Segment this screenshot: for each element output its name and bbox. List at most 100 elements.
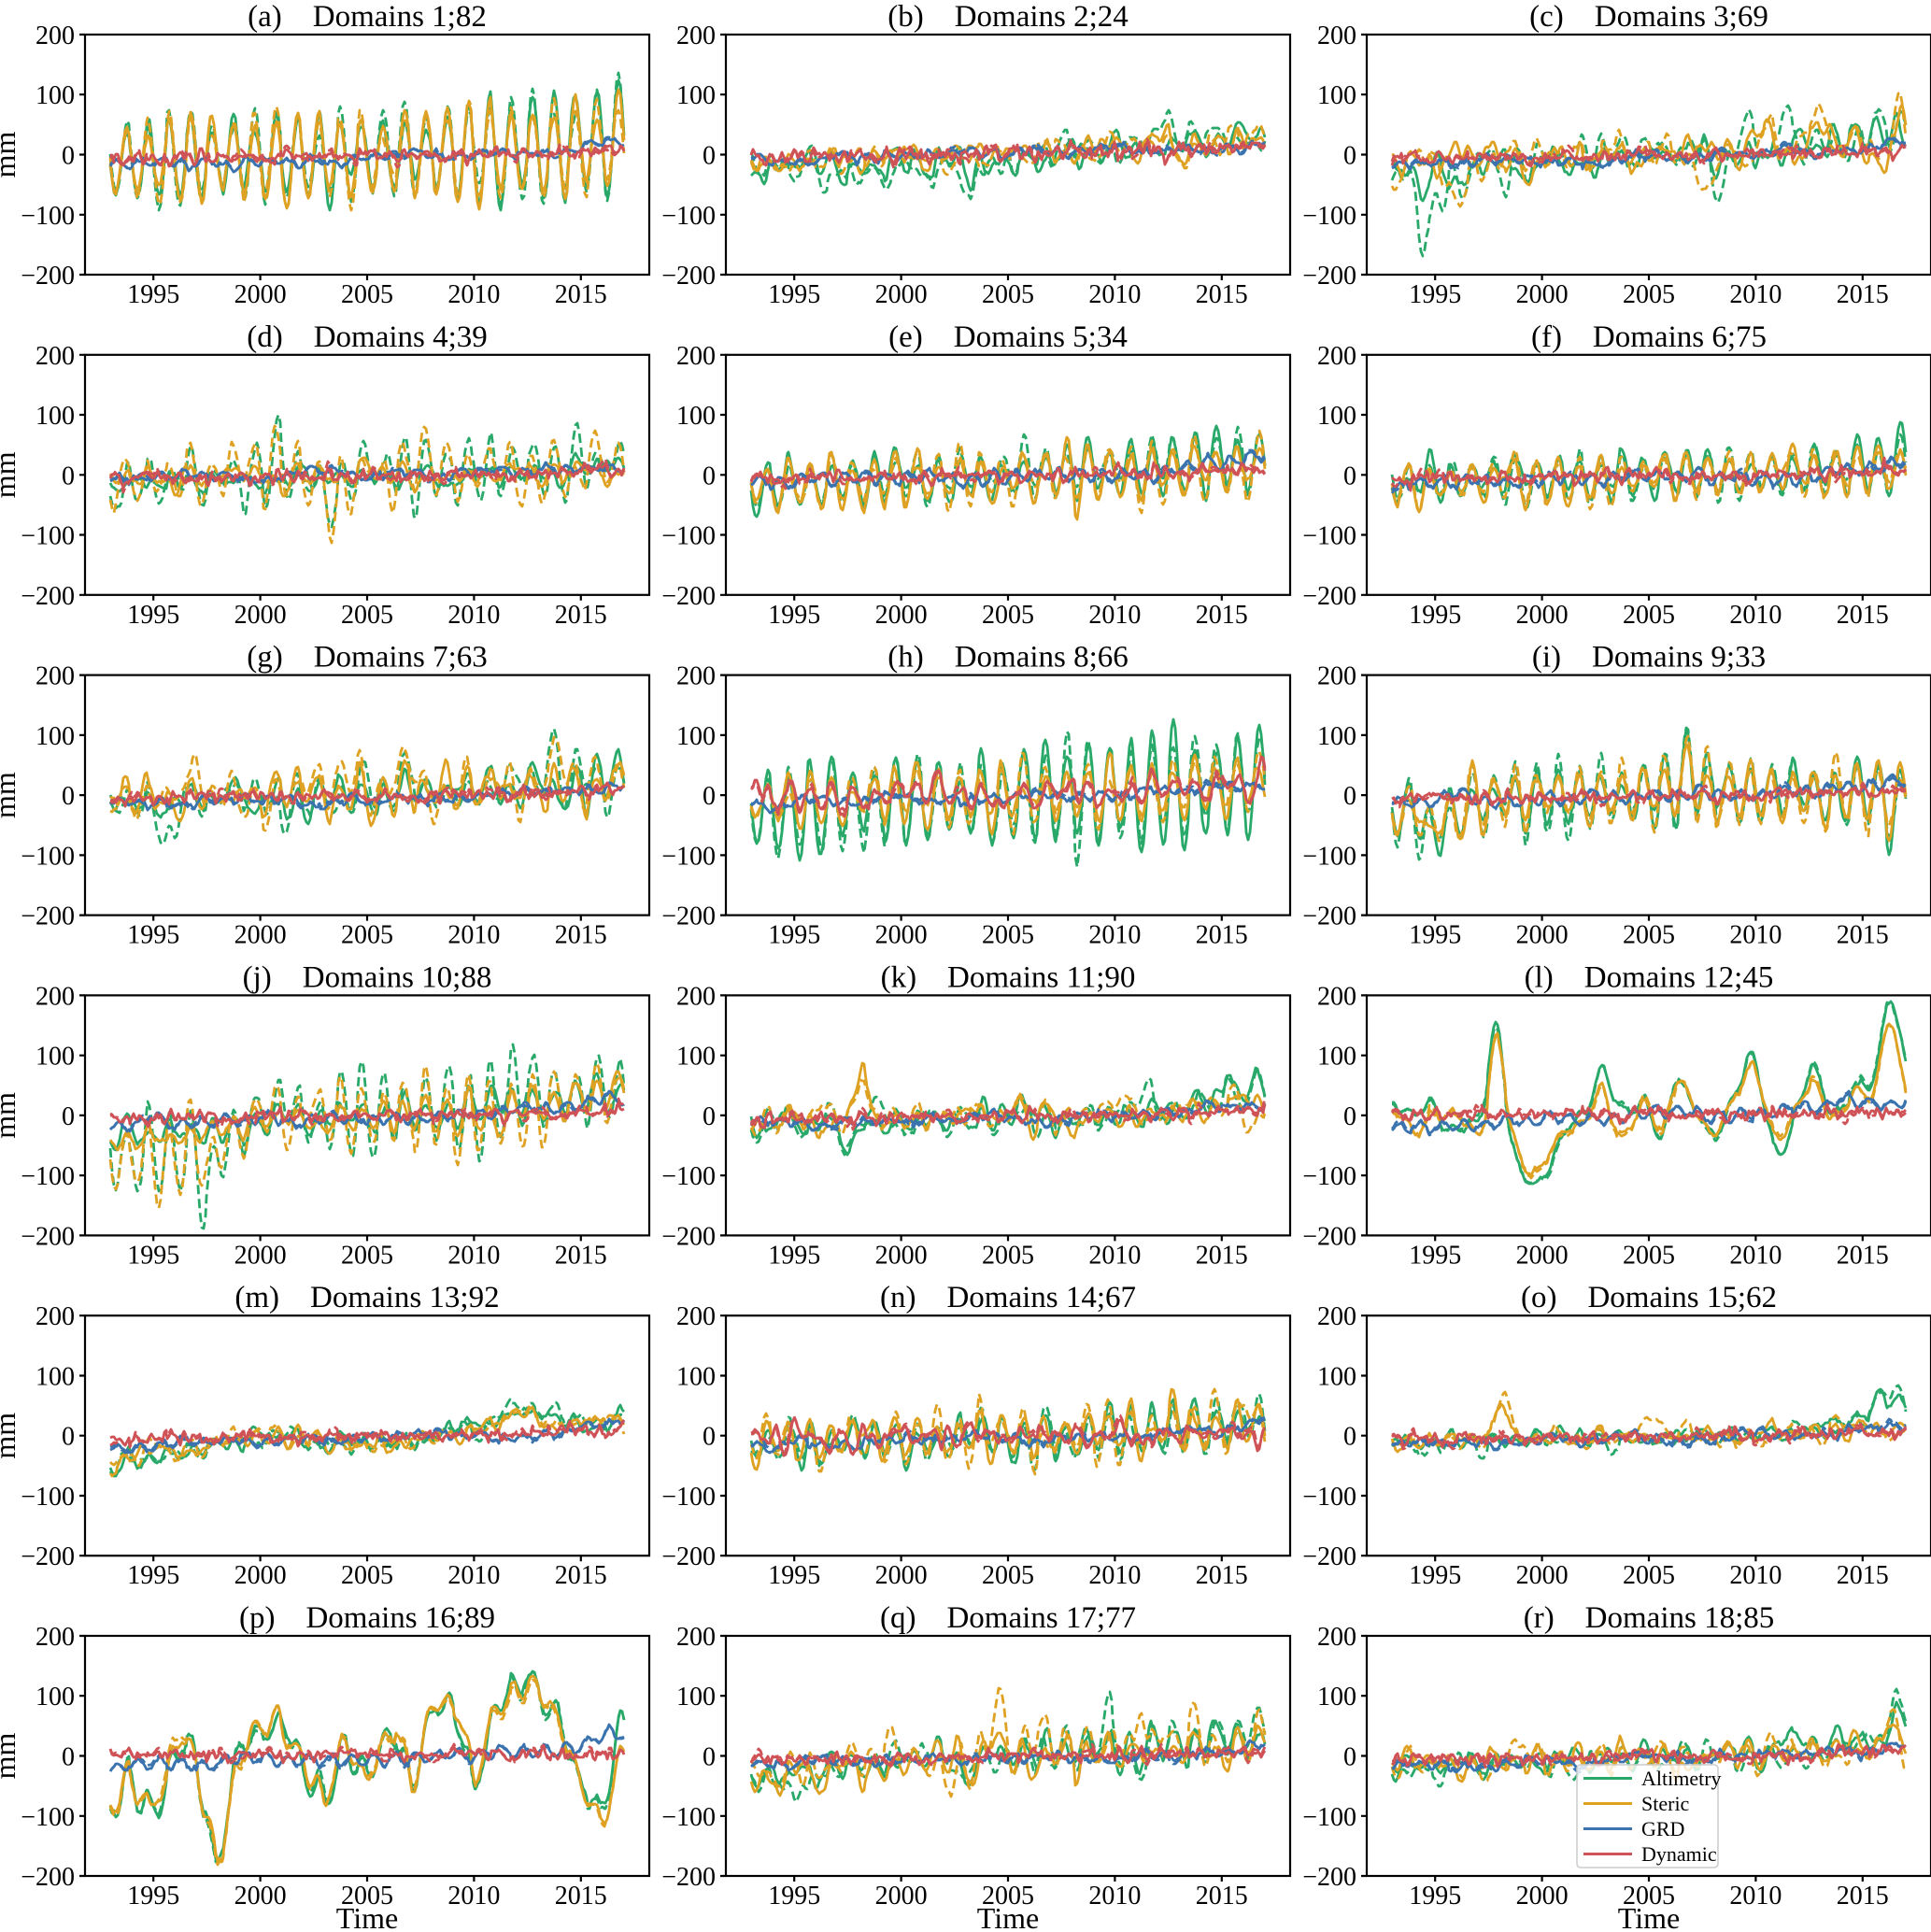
svg-text:−200: −200 <box>21 1863 75 1892</box>
svg-text:2015: 2015 <box>1837 1882 1889 1911</box>
svg-text:0: 0 <box>62 1743 75 1772</box>
svg-text:Time: Time <box>1618 1901 1680 1932</box>
svg-text:2000: 2000 <box>1516 601 1569 630</box>
svg-text:2005: 2005 <box>341 921 393 950</box>
svg-text:2005: 2005 <box>982 1241 1034 1270</box>
svg-text:0: 0 <box>62 462 75 490</box>
svg-text:(d) Domains 4;39: (d) Domains 4;39 <box>247 320 488 354</box>
svg-text:1995: 1995 <box>768 601 820 630</box>
svg-text:(q) Domains 17;77: (q) Domains 17;77 <box>880 1601 1136 1635</box>
svg-text:(l) Domains 12;45: (l) Domains 12;45 <box>1525 960 1774 994</box>
svg-text:−100: −100 <box>661 522 716 551</box>
svg-text:100: 100 <box>676 81 716 110</box>
svg-text:2000: 2000 <box>1516 280 1569 309</box>
svg-text:2015: 2015 <box>1196 280 1248 309</box>
svg-text:(c) Domains 3;69: (c) Domains 3;69 <box>1529 0 1768 34</box>
svg-text:−200: −200 <box>661 1542 716 1571</box>
svg-text:2015: 2015 <box>1837 921 1889 950</box>
svg-text:(a) Domains 1;82: (a) Domains 1;82 <box>248 0 487 34</box>
svg-text:2000: 2000 <box>875 1882 928 1911</box>
svg-text:100: 100 <box>35 1363 75 1392</box>
svg-text:200: 200 <box>676 662 716 691</box>
svg-text:200: 200 <box>676 21 716 50</box>
svg-text:200: 200 <box>35 1623 75 1652</box>
svg-text:1995: 1995 <box>1409 601 1461 630</box>
svg-text:(b) Domains 2;24: (b) Domains 2;24 <box>887 0 1129 34</box>
svg-text:(p) Domains 16;89: (p) Domains 16;89 <box>239 1601 495 1635</box>
svg-text:1995: 1995 <box>127 921 179 950</box>
svg-text:2015: 2015 <box>1196 601 1248 630</box>
svg-text:2010: 2010 <box>1088 1561 1141 1590</box>
svg-text:−100: −100 <box>661 1803 716 1832</box>
svg-text:(h) Domains 8;66: (h) Domains 8;66 <box>887 641 1129 675</box>
svg-text:−100: −100 <box>21 202 75 231</box>
svg-text:(j) Domains 10;88: (j) Domains 10;88 <box>243 960 492 994</box>
svg-text:2015: 2015 <box>555 601 607 630</box>
svg-text:2005: 2005 <box>1623 601 1675 630</box>
svg-text:200: 200 <box>1317 1302 1356 1331</box>
svg-text:1995: 1995 <box>1409 1241 1461 1270</box>
svg-text:1995: 1995 <box>127 280 179 309</box>
svg-text:2010: 2010 <box>1729 601 1782 630</box>
svg-text:(i) Domains 9;33: (i) Domains 9;33 <box>1532 641 1766 675</box>
svg-text:−200: −200 <box>1302 262 1356 291</box>
svg-text:200: 200 <box>1317 342 1356 371</box>
svg-text:100: 100 <box>676 1043 716 1072</box>
svg-text:−200: −200 <box>1302 1863 1356 1892</box>
svg-text:0: 0 <box>1343 1423 1356 1452</box>
svg-text:mm: mm <box>0 1413 21 1459</box>
svg-text:mm: mm <box>0 451 21 498</box>
svg-text:−200: −200 <box>1302 582 1356 611</box>
svg-text:−100: −100 <box>661 1162 716 1191</box>
svg-text:0: 0 <box>703 782 716 811</box>
svg-text:−200: −200 <box>21 582 75 611</box>
svg-text:200: 200 <box>1317 982 1356 1011</box>
svg-text:1995: 1995 <box>768 1561 820 1590</box>
svg-text:mm: mm <box>0 132 21 178</box>
svg-text:−100: −100 <box>661 842 716 871</box>
svg-text:2010: 2010 <box>447 280 500 309</box>
svg-text:2010: 2010 <box>1088 280 1141 309</box>
svg-text:2005: 2005 <box>341 1561 393 1590</box>
svg-text:−100: −100 <box>1302 1803 1356 1832</box>
svg-text:mm: mm <box>0 1733 21 1780</box>
svg-text:1995: 1995 <box>768 921 820 950</box>
svg-text:2015: 2015 <box>1196 1561 1248 1590</box>
svg-text:100: 100 <box>676 722 716 751</box>
svg-text:Time: Time <box>336 1901 398 1932</box>
svg-text:2005: 2005 <box>341 280 393 309</box>
svg-text:2005: 2005 <box>982 601 1034 630</box>
svg-text:0: 0 <box>1343 1743 1356 1772</box>
svg-text:−200: −200 <box>21 1542 75 1571</box>
svg-text:2005: 2005 <box>982 280 1034 309</box>
svg-text:2015: 2015 <box>555 1241 607 1270</box>
svg-text:2010: 2010 <box>1729 280 1782 309</box>
svg-text:−200: −200 <box>661 902 716 931</box>
svg-text:2010: 2010 <box>447 921 500 950</box>
svg-text:2005: 2005 <box>982 921 1034 950</box>
svg-text:−200: −200 <box>661 1863 716 1892</box>
svg-text:0: 0 <box>703 142 716 171</box>
svg-text:−100: −100 <box>1302 202 1356 231</box>
svg-text:(n) Domains 14;67: (n) Domains 14;67 <box>880 1281 1136 1314</box>
svg-text:200: 200 <box>35 1302 75 1331</box>
svg-text:(m) Domains 13;92: (m) Domains 13;92 <box>234 1281 499 1314</box>
svg-text:−100: −100 <box>21 522 75 551</box>
svg-text:−200: −200 <box>1302 1222 1356 1251</box>
svg-text:2010: 2010 <box>1729 1561 1782 1590</box>
svg-text:−200: −200 <box>661 262 716 291</box>
svg-text:200: 200 <box>676 1623 716 1652</box>
svg-text:2000: 2000 <box>1516 1882 1569 1911</box>
svg-text:0: 0 <box>62 1102 75 1131</box>
svg-text:2010: 2010 <box>1088 1241 1141 1270</box>
svg-text:1995: 1995 <box>127 601 179 630</box>
svg-text:100: 100 <box>1317 722 1356 751</box>
svg-text:2000: 2000 <box>234 1241 287 1270</box>
svg-text:200: 200 <box>35 982 75 1011</box>
svg-text:(g) Domains 7;63: (g) Domains 7;63 <box>247 641 488 675</box>
svg-text:−200: −200 <box>1302 1542 1356 1571</box>
svg-text:100: 100 <box>35 81 75 110</box>
svg-text:−100: −100 <box>1302 842 1356 871</box>
svg-text:1995: 1995 <box>127 1561 179 1590</box>
svg-text:0: 0 <box>62 782 75 811</box>
